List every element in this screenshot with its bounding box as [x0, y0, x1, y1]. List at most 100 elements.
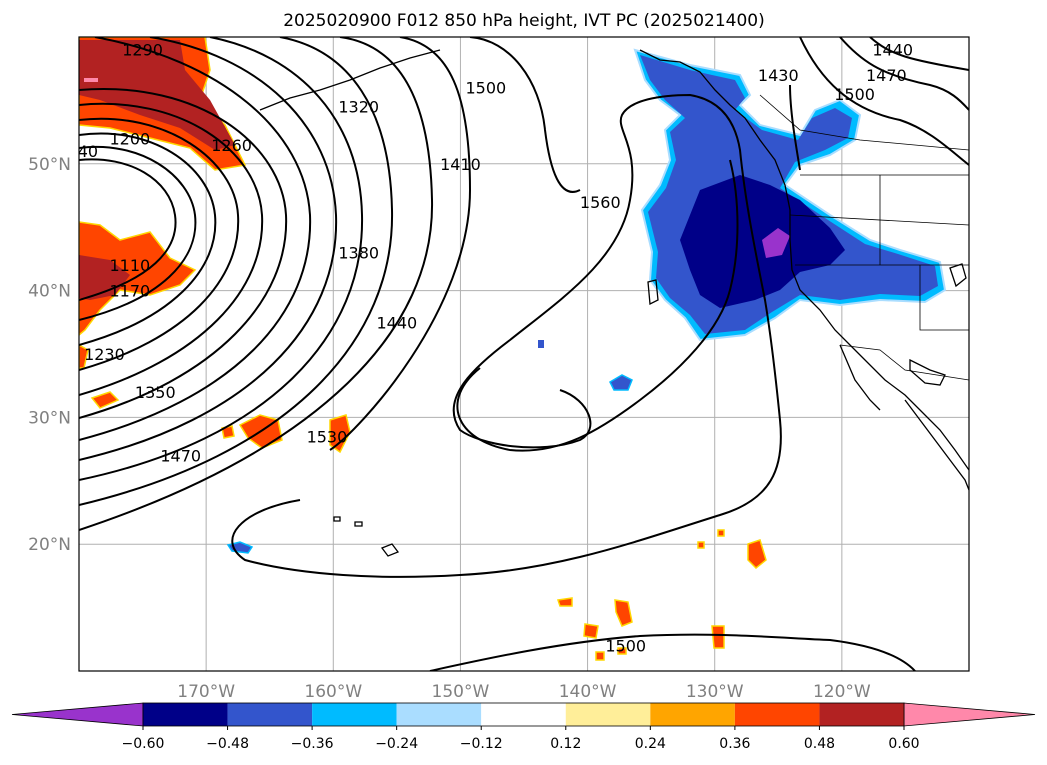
contour-label: 40 [78, 142, 98, 161]
contour-line [79, 37, 364, 481]
colorbar: −0.60 −0.48 −0.36 −0.24 −0.12 0.12 0.24 0.36 0.4… [11, 702, 1036, 752]
contour-label: 1260 [211, 136, 252, 155]
positive-anomaly-spot-6 [583, 623, 599, 639]
colorbar-swatch [227, 703, 313, 726]
coastline-west-mexico [904, 399, 969, 491]
negative-anomaly-spot-3 [538, 340, 544, 348]
colorbar-tick-label: −0.24 [375, 736, 418, 752]
positive-anomaly-spot-13 [617, 647, 627, 655]
contour-line [79, 117, 240, 371]
contour-label: 1320 [338, 98, 379, 117]
hawaii-island-1 [380, 543, 400, 557]
positive-anomaly-spot-12 [595, 651, 605, 661]
lat-tick-label: 20°N [28, 535, 71, 555]
negative-anomaly-peak [762, 228, 790, 258]
coastline-mexico-mainland [909, 358, 946, 386]
border-bc-alberta [759, 94, 969, 151]
contour-line [79, 37, 312, 441]
lon-tick-label: 130°W [686, 682, 744, 702]
contour-line [79, 37, 394, 506]
lat-tick-label: 30°N [28, 408, 71, 428]
contour-label: 1440 [376, 313, 417, 332]
positive-anomaly-region-west [79, 221, 197, 336]
positive-anomaly-spot-5 [614, 599, 633, 627]
contour-line [456, 159, 739, 452]
hawaii-island-3 [333, 516, 341, 522]
lon-tick-label: 120°W [813, 682, 871, 702]
contour-label: 1560 [580, 193, 621, 212]
contour-line [79, 132, 217, 346]
colorbar-tick-label: −0.60 [122, 736, 165, 752]
coastlines [259, 49, 969, 557]
hawaii-island-2 [354, 521, 363, 527]
colorbar-tick-label: 0.24 [635, 736, 666, 752]
positive-anomaly-spot-4 [329, 414, 351, 454]
contour-line [79, 37, 434, 531]
gridlines [79, 37, 969, 671]
height-contours [79, 37, 969, 671]
contour-label: 1230 [84, 345, 125, 364]
negative-anomaly-spot-1 [609, 374, 633, 391]
colorbar-tick-label: −0.36 [291, 736, 334, 752]
colorbar-tick-label: −0.48 [206, 736, 249, 752]
contour-line [79, 102, 264, 396]
contour-line [79, 37, 338, 461]
lat-tick-label: 50°N [28, 155, 71, 175]
border-state-1 [789, 214, 969, 226]
colorbar-extend-min [11, 702, 144, 727]
colorbar-swatch [396, 703, 482, 726]
contour-line [79, 158, 177, 301]
positive-anomaly-spot-1 [90, 391, 120, 409]
lon-tick-label: 150°W [432, 682, 490, 702]
ivt-shading [79, 37, 947, 661]
positive-anomaly-spot-10 [717, 529, 725, 537]
colorbar-tick-label: 0.48 [804, 736, 835, 752]
colorbar-swatch [650, 703, 735, 726]
contour-label: 1200 [109, 129, 150, 148]
positive-anomaly-spot-7 [557, 597, 573, 607]
contour-label: 1430 [758, 66, 799, 85]
coastline-north-america [639, 49, 969, 471]
coastline-baja [839, 344, 881, 411]
colorbar-tick-label: −0.12 [460, 736, 503, 752]
lon-tick-label: 140°W [559, 682, 617, 702]
contour-line [231, 93, 782, 578]
political-borders [759, 94, 969, 381]
chart-title: 2025020900 F012 850 hPa height, IVT PC (… [283, 11, 765, 31]
contour-label: 1500 [605, 637, 646, 656]
positive-anomaly-spot-9 [747, 539, 767, 570]
lat-tick-label: 40°N [28, 282, 71, 302]
contour-label: 1170 [109, 282, 150, 301]
contour-label: 1440 [872, 41, 913, 60]
contour-line [329, 37, 472, 451]
colorbar-tick-label: 0.12 [550, 736, 581, 752]
colorbar-swatch [481, 703, 566, 726]
contour-line [789, 84, 801, 171]
positive-anomaly-spot-8 [711, 625, 725, 649]
contour-label: 1110 [109, 256, 150, 275]
island-east-pacific [647, 279, 659, 306]
contour-line [869, 37, 969, 71]
longitude-labels: 170°W 160°W 150°W 140°W 130°W 120°W [177, 682, 871, 702]
colorbar-swatch [819, 703, 904, 726]
contour-label: 1470 [866, 66, 907, 85]
map-frame [78, 36, 970, 672]
coastline-alaska-south [259, 49, 441, 111]
positive-anomaly-spot-11 [697, 541, 705, 549]
contour-line [839, 37, 969, 111]
strong-positive-anomaly-west [79, 255, 130, 300]
contour-label: 1410 [440, 155, 481, 174]
contour-line [469, 37, 581, 193]
latitude-labels: 50°N 40°N 30°N 20°N [28, 155, 71, 555]
contour-label: 1380 [338, 244, 379, 263]
contour-label: 1500 [465, 79, 506, 98]
map-panel: 1290 1200 1260 40 1320 1500 1410 1380 1440 1560 11… [78, 36, 970, 672]
colorbar-swatch [734, 703, 820, 726]
contour-label: 1470 [160, 446, 201, 465]
lon-tick-label: 170°W [177, 682, 235, 702]
colorbar-tick-label: 0.60 [888, 736, 919, 752]
contour-label: 1290 [122, 41, 163, 60]
contour-label: 1530 [307, 427, 348, 446]
contour-label: 1350 [135, 383, 176, 402]
